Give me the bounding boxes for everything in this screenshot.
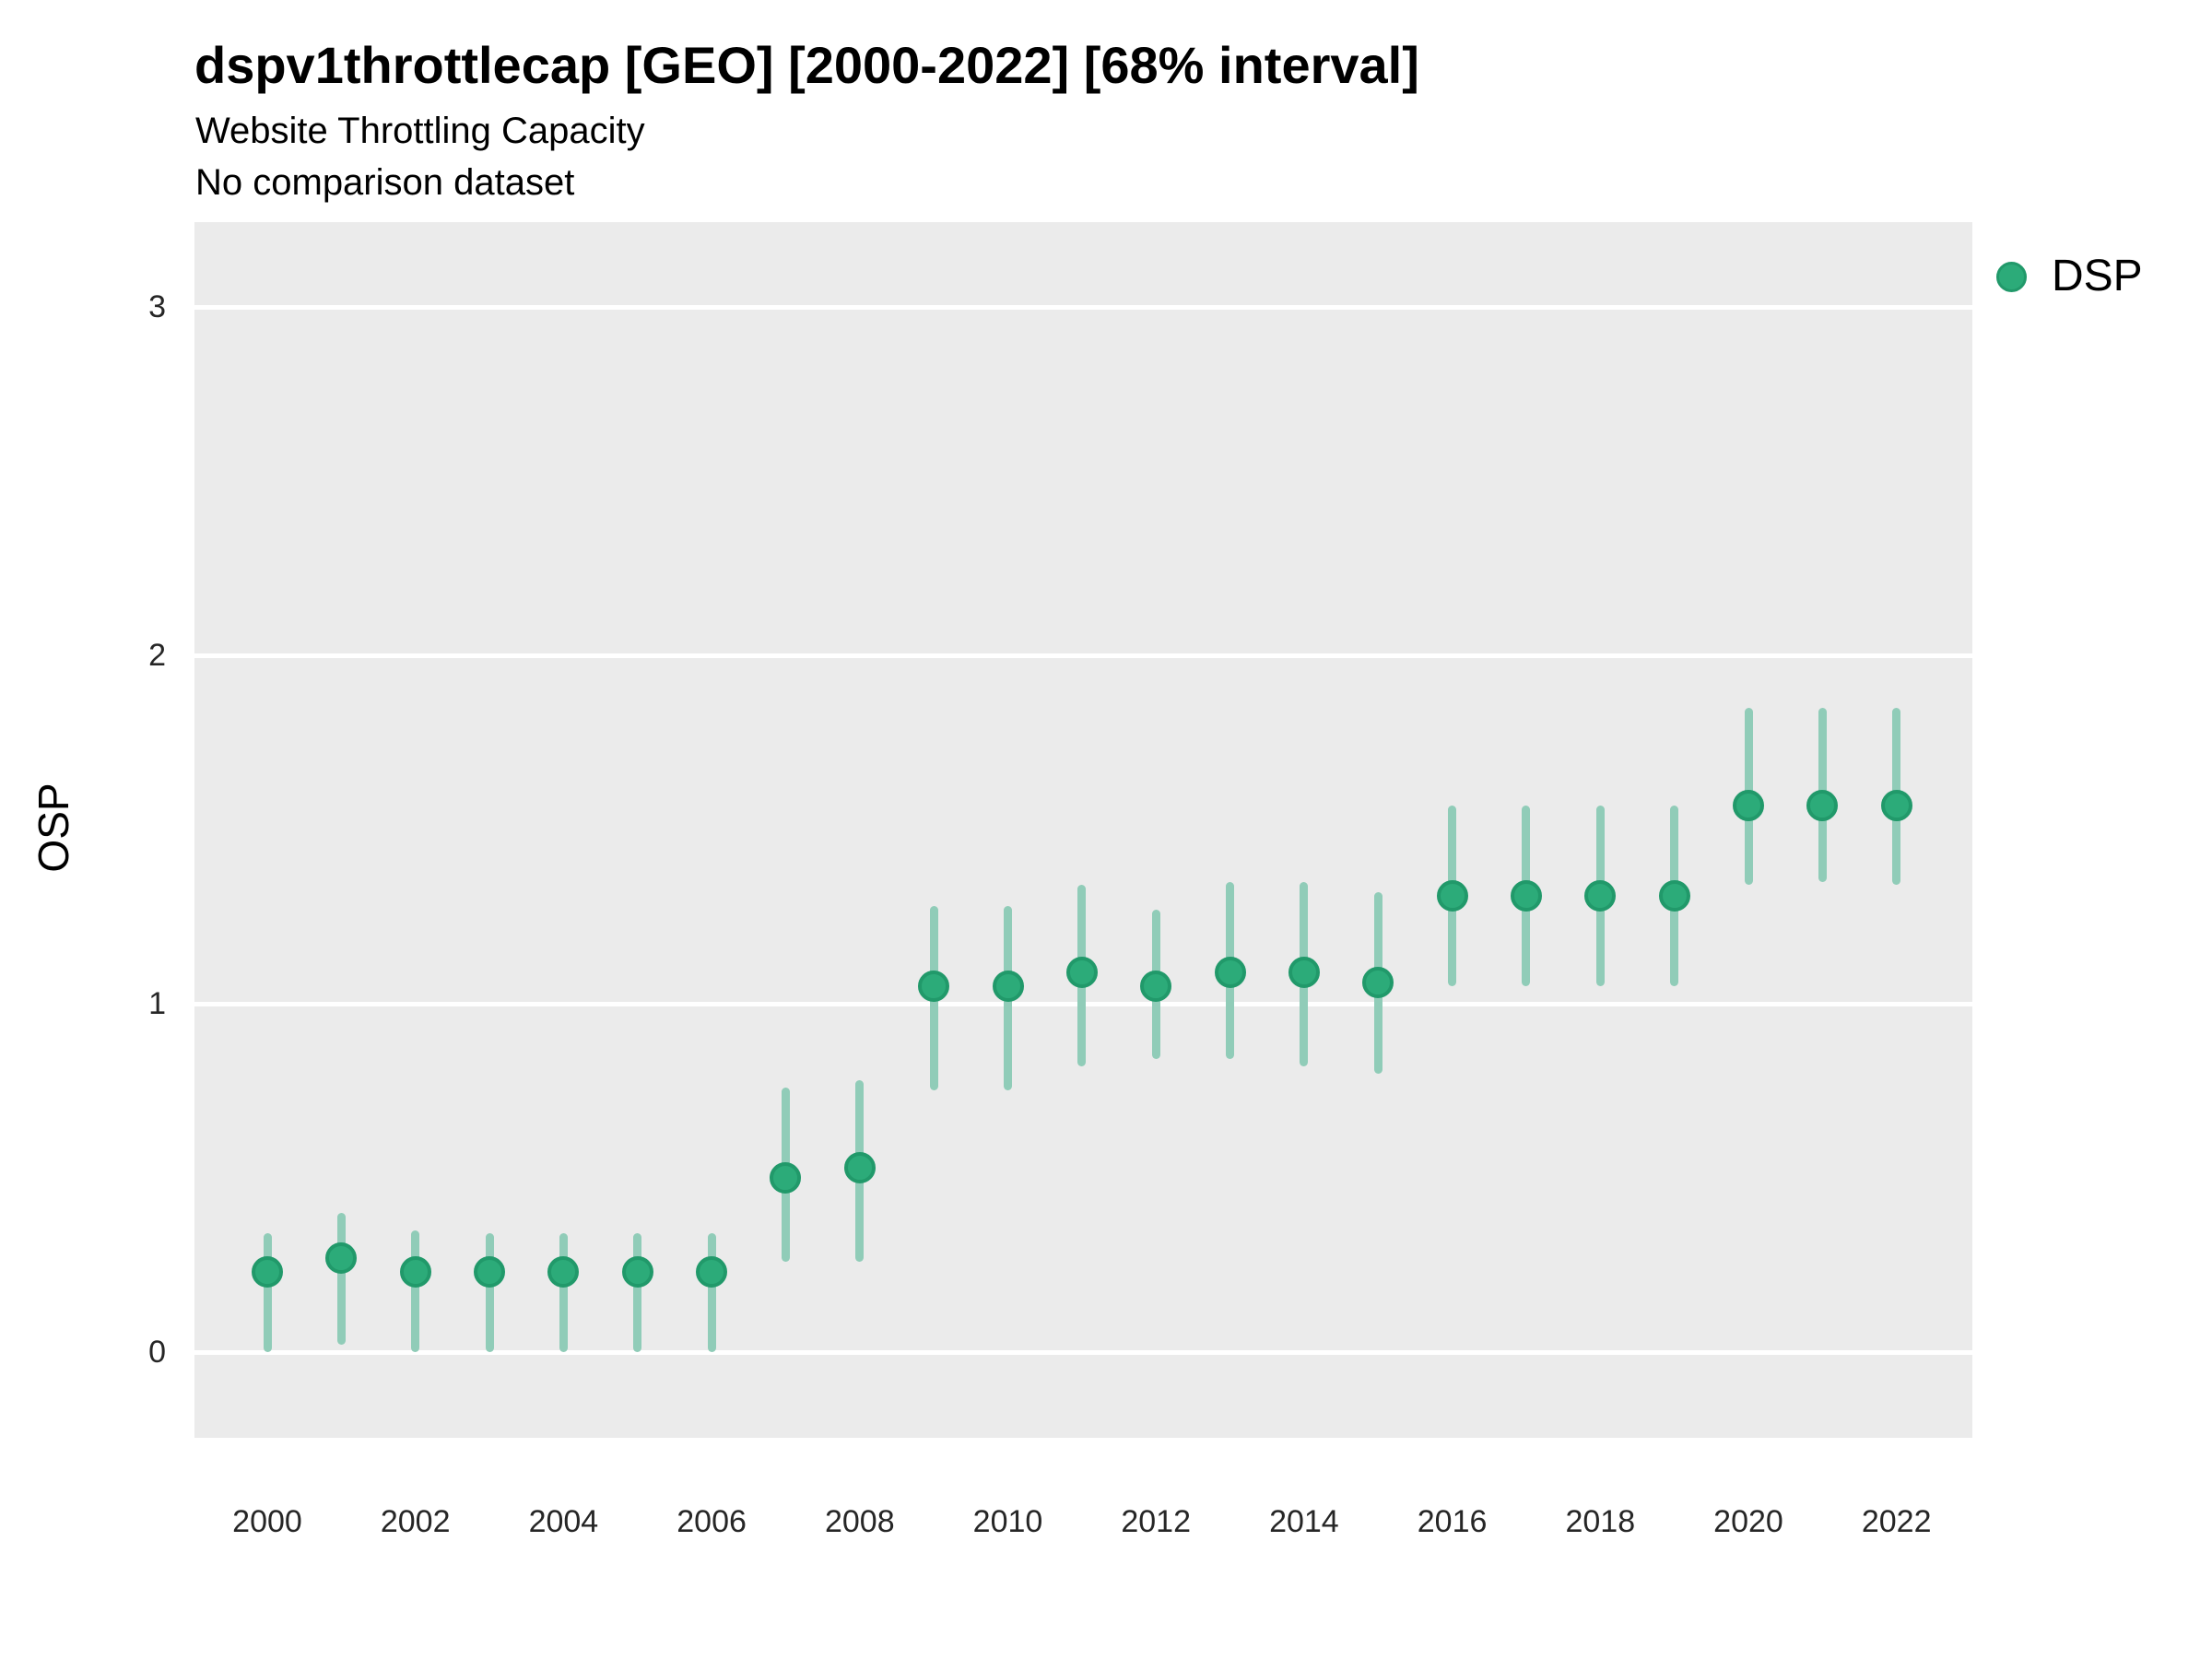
data-point-2011 <box>1065 956 1098 988</box>
x-tick-label-2008: 2008 <box>824 1504 895 1539</box>
chart-subtitle: Website Throttling Capacity <box>195 111 645 151</box>
interval-bar-2002 <box>411 1230 420 1352</box>
y-tick-label-2: 2 <box>148 638 166 673</box>
x-tick-label-2006: 2006 <box>677 1504 747 1539</box>
y-tick-label-0: 0 <box>148 1335 166 1370</box>
interval-bar-2000 <box>263 1233 272 1352</box>
data-point-2019 <box>1658 879 1690 912</box>
data-point-2000 <box>252 1256 283 1288</box>
data-point-2018 <box>1584 879 1617 912</box>
y-axis-title: OSP <box>29 782 77 873</box>
plot-panel <box>194 222 1972 1438</box>
interval-bar-2004 <box>559 1233 568 1352</box>
y-tick-label-3: 3 <box>148 289 166 324</box>
data-point-2015 <box>1362 967 1394 999</box>
x-tick-label-2010: 2010 <box>972 1504 1043 1539</box>
interval-bar-2003 <box>485 1233 494 1352</box>
data-point-2016 <box>1436 879 1468 912</box>
data-point-2007 <box>770 1162 802 1194</box>
x-tick-label-2018: 2018 <box>1565 1504 1636 1539</box>
legend-dsp-swatch-icon <box>1996 262 2027 292</box>
data-point-2004 <box>547 1256 580 1288</box>
chart-note: No comparison dataset <box>195 162 575 203</box>
gridline-y-2 <box>194 653 1972 658</box>
gridline-y-3 <box>194 304 1972 310</box>
interval-bar-2006 <box>707 1233 716 1352</box>
data-point-2020 <box>1733 789 1764 821</box>
data-point-2013 <box>1214 956 1246 988</box>
data-point-2021 <box>1806 789 1839 821</box>
data-point-2009 <box>918 971 950 1003</box>
x-tick-label-2004: 2004 <box>528 1504 599 1539</box>
data-point-2022 <box>1880 789 1912 821</box>
interval-bar-2001 <box>336 1212 346 1346</box>
x-tick-label-2020: 2020 <box>1713 1504 1783 1539</box>
data-point-2002 <box>399 1256 431 1288</box>
y-tick-label-1: 1 <box>148 986 166 1021</box>
data-point-2012 <box>1140 971 1172 1003</box>
data-point-2008 <box>843 1151 876 1183</box>
x-tick-label-2022: 2022 <box>1861 1504 1932 1539</box>
x-tick-label-2014: 2014 <box>1269 1504 1339 1539</box>
legend-dsp-label: DSP <box>2052 252 2143 300</box>
data-point-2003 <box>474 1256 506 1288</box>
chart-title: dspv1throttlecap [GEO] [2000-2022] [68% … <box>194 36 1419 94</box>
legend: DSP <box>1991 244 2212 309</box>
x-tick-label-2016: 2016 <box>1417 1504 1488 1539</box>
data-point-2010 <box>992 971 1024 1003</box>
data-point-2014 <box>1288 956 1320 988</box>
x-tick-label-2012: 2012 <box>1121 1504 1191 1539</box>
data-point-2017 <box>1510 879 1542 912</box>
gridline-y-0 <box>194 1349 1972 1355</box>
interval-bar-2005 <box>633 1233 642 1352</box>
x-tick-label-2002: 2002 <box>380 1504 451 1539</box>
data-point-2001 <box>325 1241 358 1274</box>
data-point-2006 <box>696 1256 728 1288</box>
x-tick-label-2000: 2000 <box>232 1504 302 1539</box>
data-point-2005 <box>621 1256 653 1288</box>
